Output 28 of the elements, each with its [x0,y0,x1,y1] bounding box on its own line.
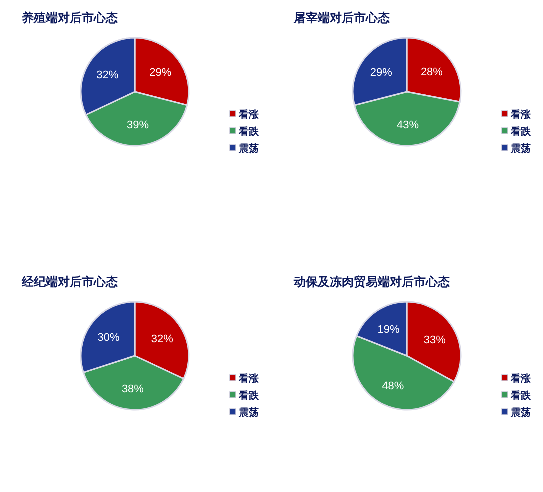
legend-label: 震荡 [510,143,531,155]
legend-label: 看涨 [510,109,532,121]
chart-title: 经纪端对后市心态 [21,275,119,289]
data-label: 43% [397,119,420,132]
legend-label: 看跌 [238,126,260,138]
data-label: 19% [378,324,400,336]
legend-label: 看涨 [510,373,532,385]
data-label: 29% [370,67,393,80]
data-label: 28% [420,66,444,78]
data-label: 32% [96,70,119,82]
data-label: 29% [150,67,172,80]
legend-label: 看涨 [238,373,260,385]
data-label: 38% [122,383,144,396]
legend-label: 震荡 [238,407,259,419]
data-label: 48% [382,380,404,392]
data-label: 30% [98,332,120,344]
legend-label: 看涨 [238,109,260,121]
legend-label: 震荡 [238,143,259,155]
legend-label: 看跌 [238,390,260,402]
legend-label: 看跌 [510,126,532,138]
chart-title: 养殖端对后市心态 [21,11,119,25]
chart-title: 动保及冻肉贸易端对后市心态 [293,275,451,289]
data-label: 32% [151,334,174,346]
legend-label: 看跌 [510,390,532,402]
legend-label: 震荡 [510,407,531,419]
data-label: 39% [127,119,150,132]
chart-title: 屠宰端对后市心态 [293,11,391,25]
data-label: 33% [424,334,446,347]
